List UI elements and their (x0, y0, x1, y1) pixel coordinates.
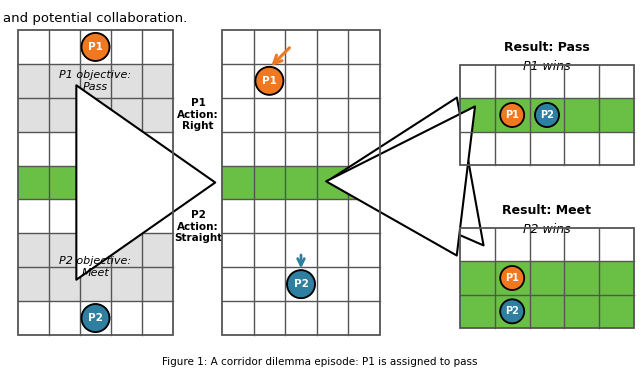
Text: P1: P1 (88, 42, 103, 52)
Text: P2: P2 (505, 306, 519, 316)
Bar (18, 64, 173, 98)
Circle shape (535, 103, 559, 127)
Text: P1 wins: P1 wins (523, 60, 571, 73)
Text: P1
Action:
Right: P1 Action: Right (177, 98, 219, 131)
Circle shape (287, 270, 315, 298)
Text: P2: P2 (88, 313, 103, 323)
Bar (460, 65, 634, 165)
Bar (460, 261, 634, 295)
Circle shape (500, 103, 524, 127)
Circle shape (500, 300, 524, 323)
Text: Result: Pass: Result: Pass (504, 41, 590, 54)
Bar (18, 30, 173, 335)
Text: P1: P1 (505, 273, 519, 283)
Text: P2 wins: P2 wins (523, 223, 571, 236)
Bar (222, 166, 380, 200)
Text: P1 objective:
Pass: P1 objective: Pass (60, 70, 132, 92)
Text: P1: P1 (262, 76, 277, 86)
Circle shape (81, 304, 109, 332)
Text: P2 objective:
Meet: P2 objective: Meet (60, 256, 132, 278)
Bar (460, 228, 634, 328)
Text: Figure 1: A corridor dilemma episode: P1 is assigned to pass: Figure 1: A corridor dilemma episode: P1… (163, 357, 477, 367)
Circle shape (81, 33, 109, 61)
Bar (460, 65, 634, 165)
Text: P2
Action:
Straight: P2 Action: Straight (174, 210, 222, 243)
Bar (18, 233, 173, 267)
Text: P2: P2 (294, 279, 308, 289)
Bar (460, 228, 634, 328)
Text: and potential collaboration.: and potential collaboration. (3, 12, 188, 25)
Bar (222, 30, 380, 335)
Bar (460, 295, 634, 328)
Bar (18, 267, 173, 301)
Text: ...: ... (390, 173, 410, 191)
Bar (460, 98, 634, 132)
Text: Result: Meet: Result: Meet (502, 204, 591, 217)
Circle shape (500, 266, 524, 290)
Bar (18, 30, 173, 335)
Bar (18, 98, 173, 132)
Text: P1: P1 (505, 110, 519, 120)
Bar (222, 30, 380, 335)
Bar (18, 166, 173, 200)
Circle shape (255, 67, 284, 95)
Text: P2: P2 (540, 110, 554, 120)
